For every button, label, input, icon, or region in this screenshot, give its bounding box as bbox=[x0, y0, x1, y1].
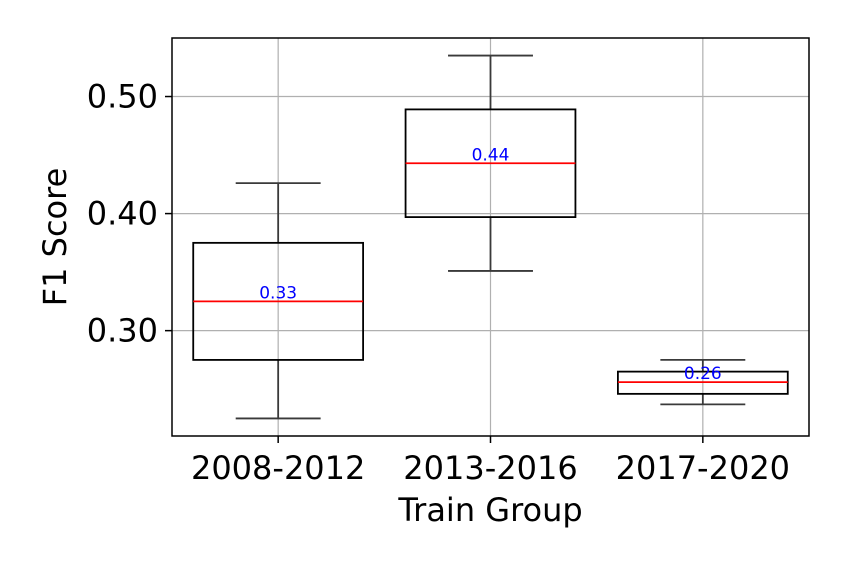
x-tick-label: 2013-2016 bbox=[403, 449, 577, 487]
boxes-layer: 0.33 0.44 0.26 bbox=[192, 54, 789, 420]
y-tick-label: 0.30 bbox=[87, 312, 158, 350]
y-tick-label: 0.50 bbox=[87, 78, 158, 116]
median-value-label: 0.44 bbox=[472, 145, 510, 165]
y-axis-title: F1 Score bbox=[36, 168, 74, 307]
median-value-label: 0.26 bbox=[684, 364, 722, 384]
axis-ticks: 0.30 0.40 0.50 2008-2012 2013-2016 2017-2020 bbox=[87, 78, 790, 487]
box-2013-2016: 0.44 bbox=[404, 54, 577, 272]
median-value-label: 0.33 bbox=[259, 283, 297, 303]
x-axis-title: Train Group bbox=[397, 491, 582, 529]
box-2008-2012: 0.33 bbox=[192, 182, 365, 420]
box-2017-2020: 0.26 bbox=[617, 359, 789, 406]
y-tick-label: 0.40 bbox=[87, 195, 158, 233]
x-tick-label: 2008-2012 bbox=[191, 449, 365, 487]
x-tick-label: 2017-2020 bbox=[616, 449, 790, 487]
